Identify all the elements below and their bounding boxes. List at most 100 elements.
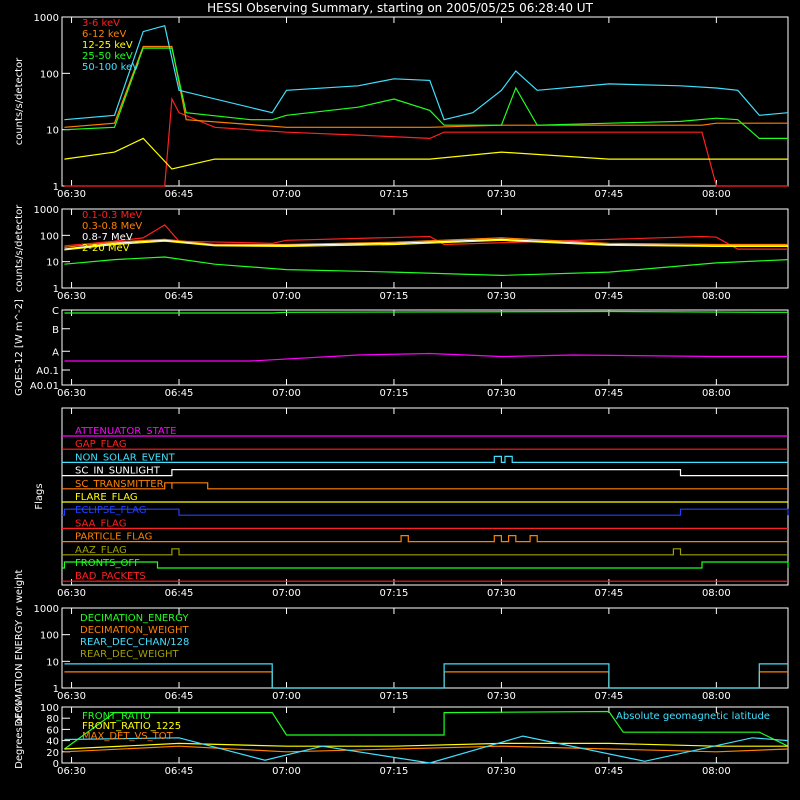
x-tick-label: 06:30 — [57, 189, 86, 200]
x-tick-label: 07:30 — [487, 588, 516, 599]
panel-frame-1 — [61, 16, 789, 187]
x-tick-label: 07:30 — [487, 691, 516, 702]
flag-label: FRONTS_OFF — [75, 558, 140, 569]
x-tick-label: 08:00 — [702, 291, 731, 302]
legend-entry: FRONT_RATIO — [82, 711, 151, 722]
x-tick-label: 07:00 — [272, 766, 301, 777]
y-tick-label: 1000 — [34, 205, 59, 216]
legend-entry: 50-100 keV — [82, 62, 139, 73]
x-tick-label: 07:45 — [594, 189, 623, 200]
flag-label: NON_SOLAR_EVENT — [75, 452, 176, 463]
series-line-p1-2 — [64, 137, 788, 170]
legend-entry: 3-6 keV — [82, 18, 120, 29]
y-tick-label: A — [52, 347, 59, 358]
y-tick-label: 100 — [40, 231, 59, 242]
y-tick-label: 1000 — [34, 13, 59, 24]
x-tick-label: 06:30 — [57, 388, 86, 399]
y-tick-label: 20 — [46, 748, 59, 759]
legend-entry: 25-50 keV — [82, 51, 133, 62]
x-tick-label: 06:45 — [165, 189, 194, 200]
x-tick-label: 07:00 — [272, 691, 301, 702]
legend-entry: DECIMATION_WEIGHT — [80, 625, 189, 636]
x-tick-label: 06:30 — [57, 291, 86, 302]
series-line-p6-1 — [64, 742, 788, 750]
flag-label: FLARE_FLAG — [75, 492, 138, 503]
y-axis-label: Flags — [34, 483, 45, 509]
flag-line — [62, 561, 789, 569]
x-tick-label: 08:00 — [702, 189, 731, 200]
y-tick-label: 1 — [53, 284, 59, 295]
flag-label: AAZ_FLAG — [75, 545, 127, 556]
x-tick-label: 06:30 — [57, 766, 86, 777]
flag-label: ECLIPSE_FLAG — [75, 505, 146, 516]
legend-entry: REAR_DEC_WEIGHT — [80, 649, 179, 660]
flag-label: SC_TRANSMITTER — [75, 479, 164, 490]
y-tick-label: 1 — [53, 182, 59, 193]
series-line-p1-0 — [64, 96, 788, 187]
y-tick-label: 10 — [46, 126, 59, 137]
y-tick-label: 100 — [40, 69, 59, 80]
x-tick-label: 07:45 — [594, 766, 623, 777]
x-tick-label: 07:15 — [380, 189, 409, 200]
series-line-p2-2 — [64, 238, 788, 250]
legend-entry: 6-12 keV — [82, 29, 126, 40]
series-line-p2-4 — [64, 256, 789, 277]
y-tick-label: 40 — [46, 737, 59, 748]
y-axis-label: counts/s/detector — [14, 57, 25, 145]
x-tick-label: 07:30 — [487, 291, 516, 302]
x-tick-label: 06:45 — [165, 766, 194, 777]
flag-label: PARTICLE_FLAG — [75, 532, 152, 543]
x-tick-label: 07:15 — [380, 291, 409, 302]
series-line-p5-2 — [64, 663, 788, 689]
legend-entry: 0.1-0.3 MeV — [82, 210, 142, 221]
flag-label: SAA_FLAG — [75, 518, 126, 529]
x-tick-label: 06:45 — [165, 291, 194, 302]
x-tick-label: 07:15 — [380, 388, 409, 399]
flag-label: GAP_FLAG — [75, 439, 127, 450]
legend-entry: REAR_DEC_CHAN/128 — [80, 637, 189, 648]
flag-label: SC_IN_SUNLIGHT — [75, 466, 161, 477]
x-tick-label: 08:00 — [702, 588, 731, 599]
flag-line — [62, 534, 788, 543]
y-tick-label: C — [52, 306, 59, 317]
flag-line — [62, 455, 788, 463]
legend-entry: 2-20 MeV — [82, 243, 130, 254]
flag-label: BAD_PACKETS — [75, 571, 146, 582]
series-line-p2-3 — [64, 239, 788, 251]
x-tick-label: 07:30 — [487, 766, 516, 777]
y-tick-label: A0.01 — [30, 381, 59, 392]
x-tick-label: 07:30 — [487, 388, 516, 399]
y-tick-label: 60 — [46, 725, 59, 736]
x-tick-label: 07:45 — [594, 388, 623, 399]
flag-line — [62, 508, 789, 516]
legend-entry: MAX_DET_VS_TOT — [82, 731, 174, 742]
legend-entry: 0.8-7 MeV — [82, 232, 133, 243]
series-line-p1-4 — [64, 24, 789, 121]
x-tick-label: 07:00 — [272, 588, 301, 599]
panel-frame-2 — [61, 208, 789, 289]
legend-entry: FRONT_RATIO_1225 — [82, 721, 181, 732]
y-tick-label: 100 — [40, 631, 59, 642]
x-tick-label: 08:00 — [702, 691, 731, 702]
legend-entry: 12-25 keV — [82, 40, 133, 51]
y-tick-label: 80 — [46, 714, 59, 725]
x-tick-label: 07:15 — [380, 691, 409, 702]
y-axis-label: counts/s/detector — [14, 204, 25, 292]
panel-frame-3 — [61, 309, 789, 386]
series-line-p2-0 — [64, 224, 788, 250]
flag-label: ATTENUATOR_STATE — [75, 426, 176, 437]
series-line-p1-1 — [64, 45, 788, 128]
chart-title: HESSI Observing Summary, starting on 200… — [207, 1, 593, 15]
panel-frame-4 — [61, 407, 789, 586]
x-tick-label: 07:15 — [380, 588, 409, 599]
legend-entry: DECIMATION_ENERGY — [80, 613, 189, 624]
y-tick-label: B — [52, 325, 59, 336]
series-line-p2-1 — [64, 237, 788, 248]
x-tick-label: 07:00 — [272, 189, 301, 200]
y-axis-label: DECIMATION ENERGY or weight — [14, 569, 25, 726]
x-tick-label: 07:30 — [487, 189, 516, 200]
series-line-p6-0 — [64, 710, 789, 750]
y-tick-label: 1000 — [34, 604, 59, 615]
x-tick-label: 06:30 — [57, 588, 86, 599]
